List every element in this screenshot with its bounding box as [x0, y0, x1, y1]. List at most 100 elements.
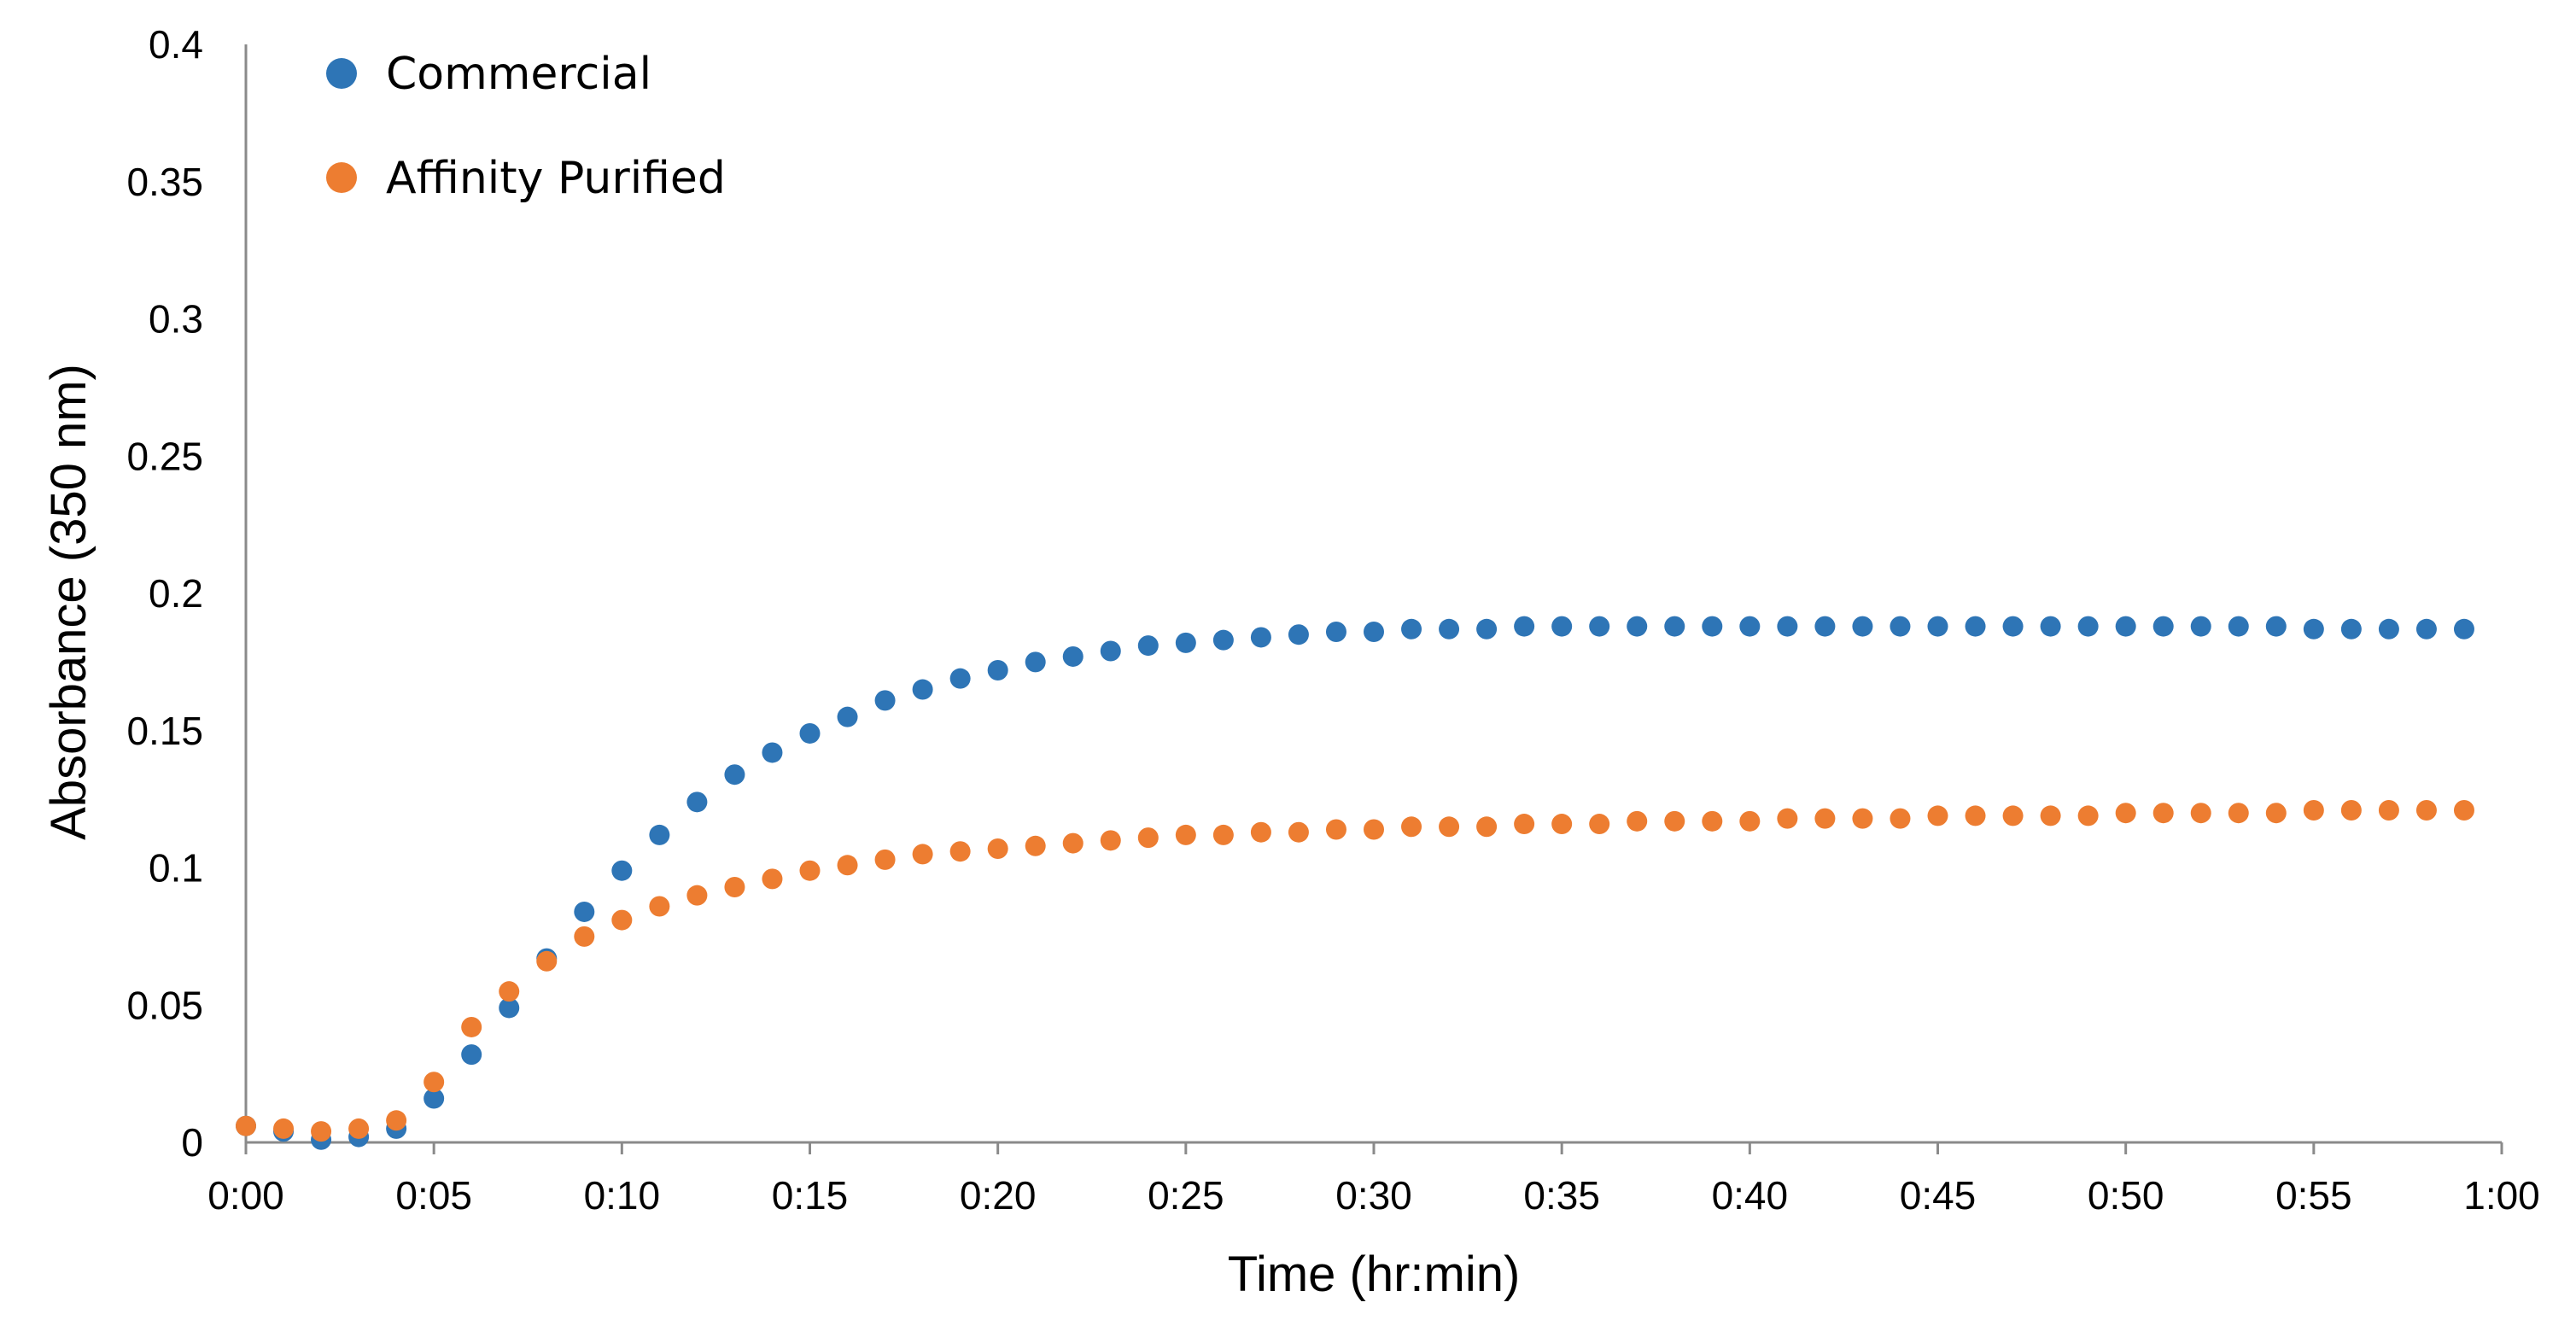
point-commercial-41	[1777, 616, 1798, 637]
point-commercial-34	[1514, 616, 1535, 637]
series-layer	[236, 616, 2474, 1150]
point-commercial-59	[2453, 618, 2474, 640]
point-commercial-26	[1212, 629, 1234, 651]
point-commercial-30	[1364, 622, 1384, 643]
point-affinity-purified-6	[461, 1016, 482, 1037]
point-affinity-purified-44	[1890, 808, 1911, 829]
x-tick-label-0-25: 0:25	[1148, 1173, 1224, 1218]
point-commercial-32	[1439, 618, 1460, 640]
x-tick-label-1-00: 1:00	[2463, 1173, 2540, 1218]
y-tick-label-0-15: 0.15	[126, 709, 203, 753]
point-affinity-purified-37	[1627, 810, 1648, 832]
point-commercial-44	[1890, 616, 1911, 637]
series-commercial	[236, 616, 2474, 1150]
point-commercial-38	[1664, 616, 1685, 637]
point-affinity-purified-41	[1777, 808, 1798, 829]
point-affinity-purified-54	[2265, 803, 2287, 824]
point-commercial-13	[724, 764, 745, 786]
point-commercial-27	[1250, 627, 1271, 648]
x-tick-label-0-10: 0:10	[584, 1173, 661, 1218]
axes	[244, 44, 2502, 1144]
y-tick-label-0-25: 0.25	[126, 434, 203, 478]
point-affinity-purified-55	[2303, 799, 2324, 821]
y-tick-label-0: 0	[181, 1120, 203, 1165]
point-affinity-purified-23	[1100, 830, 1121, 851]
point-affinity-purified-14	[762, 868, 783, 890]
point-commercial-17	[874, 690, 896, 711]
point-commercial-9	[574, 901, 595, 922]
point-commercial-53	[2228, 616, 2249, 637]
point-commercial-29	[1325, 622, 1346, 643]
point-commercial-24	[1137, 635, 1159, 657]
point-affinity-purified-58	[2415, 799, 2437, 821]
point-affinity-purified-48	[2040, 805, 2061, 826]
x-tick-label-0-50: 0:50	[2088, 1173, 2164, 1218]
point-commercial-5	[423, 1088, 445, 1109]
x-tick-marks	[244, 1142, 2503, 1154]
y-tick-label-0-2: 0.2	[149, 571, 203, 616]
point-affinity-purified-45	[1927, 805, 1948, 826]
point-affinity-purified-47	[2002, 805, 2024, 826]
point-commercial-35	[1551, 616, 1573, 637]
y-tick-labels: 0 0.05 0.1 0.15 0.2 0.25 0.3 0.35 0.4	[126, 22, 203, 1165]
point-affinity-purified-53	[2228, 803, 2249, 824]
point-commercial-21	[1025, 651, 1046, 673]
legend-label-affinity-purified: Affinity Purified	[386, 153, 726, 204]
point-affinity-purified-25	[1175, 824, 1196, 845]
y-tick-label-0-1: 0.1	[149, 846, 203, 891]
x-tick-label-0-20: 0:20	[960, 1173, 1037, 1218]
point-affinity-purified-4	[386, 1110, 407, 1131]
point-affinity-purified-32	[1439, 816, 1460, 838]
y-tick-label-0-35: 0.35	[126, 160, 203, 204]
point-commercial-47	[2002, 616, 2024, 637]
point-affinity-purified-42	[1814, 808, 1836, 829]
y-tick-label-0-4: 0.4	[149, 22, 203, 67]
point-commercial-56	[2340, 618, 2362, 640]
point-affinity-purified-56	[2340, 799, 2362, 821]
legend-marker-affinity-purified	[326, 162, 357, 193]
x-tick-label-0-40: 0:40	[1712, 1173, 1789, 1218]
point-commercial-54	[2265, 616, 2287, 637]
point-commercial-23	[1100, 640, 1121, 662]
point-commercial-55	[2303, 618, 2324, 640]
point-commercial-42	[1814, 616, 1836, 637]
point-affinity-purified-52	[2190, 803, 2211, 824]
point-commercial-46	[1965, 616, 1986, 637]
x-tick-label-0-55: 0:55	[2275, 1173, 2352, 1218]
point-commercial-48	[2040, 616, 2061, 637]
point-commercial-28	[1288, 624, 1309, 645]
point-affinity-purified-9	[574, 926, 595, 947]
point-affinity-purified-7	[499, 981, 520, 1002]
point-commercial-6	[461, 1044, 482, 1066]
point-affinity-purified-33	[1476, 816, 1498, 838]
point-affinity-purified-38	[1664, 810, 1685, 832]
x-tick-label-0-00: 0:00	[207, 1173, 284, 1218]
series-affinity-purified	[236, 799, 2474, 1142]
point-commercial-16	[837, 706, 858, 727]
point-affinity-purified-27	[1250, 821, 1271, 843]
point-affinity-purified-49	[2077, 805, 2099, 826]
point-commercial-43	[1852, 616, 1873, 637]
x-tick-label-0-15: 0:15	[772, 1173, 849, 1218]
point-affinity-purified-29	[1325, 819, 1346, 840]
point-affinity-purified-39	[1702, 810, 1723, 832]
point-commercial-57	[2378, 618, 2399, 640]
point-affinity-purified-30	[1364, 819, 1384, 840]
point-affinity-purified-28	[1288, 821, 1309, 843]
point-commercial-51	[2153, 616, 2174, 637]
point-affinity-purified-35	[1551, 814, 1573, 835]
point-commercial-49	[2077, 616, 2099, 637]
point-commercial-15	[799, 722, 821, 744]
point-affinity-purified-8	[536, 950, 558, 972]
point-commercial-36	[1589, 616, 1610, 637]
point-affinity-purified-19	[949, 841, 971, 862]
x-tick-label-0-45: 0:45	[1900, 1173, 1977, 1218]
point-affinity-purified-26	[1212, 824, 1234, 845]
point-affinity-purified-13	[724, 877, 745, 898]
legend-label-commercial: Commercial	[386, 49, 651, 100]
point-affinity-purified-2	[311, 1121, 332, 1142]
point-affinity-purified-40	[1739, 810, 1761, 832]
y-axis-title: Absorbance (350 nm)	[41, 364, 96, 840]
point-commercial-31	[1401, 618, 1422, 640]
